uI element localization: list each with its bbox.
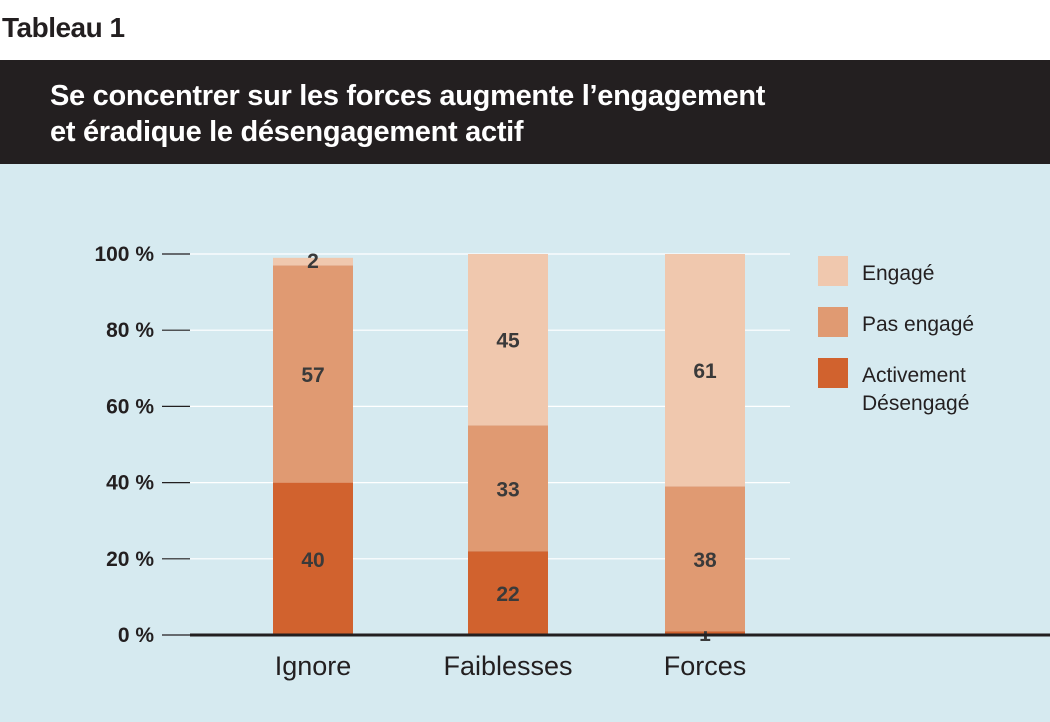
chart-title-line-2: et éradique le désengagement actif: [50, 116, 524, 148]
y-tick-label: 80 %: [106, 319, 154, 342]
data-label: 45: [496, 330, 520, 353]
legend-label: Activement: [862, 364, 966, 387]
stacked-bar-chart: 0 % 20 % 40 % 60 % 80 % 100 % 40 57 2 Ignore 22 33 4…: [94, 243, 1050, 681]
y-tick-label: 40 %: [106, 472, 154, 495]
data-label: 38: [693, 549, 717, 572]
bar-segment: [468, 551, 548, 635]
y-tick-label: 0 %: [118, 624, 155, 647]
y-tick-label: 20 %: [106, 548, 154, 571]
y-tick-label: 100 %: [94, 243, 154, 266]
legend-label: Désengagé: [862, 392, 969, 415]
chart-title-line-1: Se concentrer sur les forces augmente l’…: [50, 80, 766, 112]
legend-swatch: [818, 256, 848, 286]
chart-panel: 0 % 20 % 40 % 60 % 80 % 100 % 40 57 2 Ignore 22 33 4…: [0, 164, 1050, 722]
bar-segment: [665, 486, 745, 632]
legend-label: Pas engagé: [862, 313, 974, 336]
data-label: 22: [496, 583, 519, 606]
bar-segment: [665, 631, 745, 635]
bar-segment: [273, 482, 353, 635]
x-category-label: Ignore: [275, 651, 352, 681]
data-label: 2: [307, 250, 319, 273]
figure-label: Tableau 1: [2, 12, 125, 43]
legend-label: Engagé: [862, 262, 934, 285]
data-label: 33: [496, 478, 519, 501]
x-category-label: Forces: [664, 651, 747, 681]
x-category-label: Faiblesses: [443, 651, 572, 681]
y-tick-label: 60 %: [106, 395, 154, 418]
bar-segment: [273, 257, 353, 266]
bar-segment: [468, 425, 548, 552]
legend-swatch: [818, 307, 848, 337]
title-bar: [0, 60, 1050, 164]
data-label: 61: [693, 360, 717, 383]
bar-segment: [665, 254, 745, 487]
data-label: 40: [301, 549, 324, 572]
bar-segment: [468, 254, 548, 426]
bar-segment: [273, 265, 353, 483]
data-label: 57: [301, 364, 324, 387]
legend-swatch: [818, 358, 848, 388]
